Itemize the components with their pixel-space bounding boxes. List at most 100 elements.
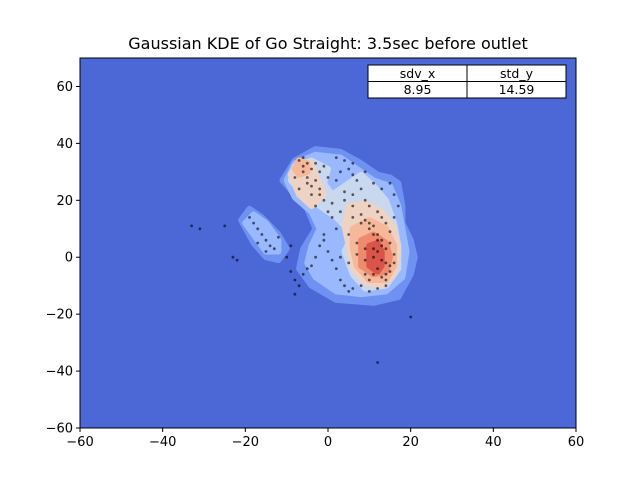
scatter-point-2 xyxy=(305,161,309,165)
table-header-std-y: std_y xyxy=(500,66,534,81)
scatter-point-102 xyxy=(293,292,297,296)
scatter-point-64 xyxy=(339,278,342,282)
scatter-point-123 xyxy=(310,184,313,188)
scatter-point-50 xyxy=(380,187,384,191)
y-tick-label-2: −20 xyxy=(46,308,73,323)
scatter-point-20 xyxy=(363,198,367,202)
scatter-point-104 xyxy=(376,361,379,364)
scatter-point-115 xyxy=(359,213,363,216)
scatter-point-4 xyxy=(301,170,305,174)
scatter-point-78 xyxy=(318,244,322,248)
density-level-7-region-10 xyxy=(366,240,385,275)
x-tick-label-2: −20 xyxy=(232,435,259,450)
scatter-point-93 xyxy=(277,235,280,239)
scatter-point-44 xyxy=(388,230,392,234)
scatter-point-0 xyxy=(297,159,301,162)
scatter-point-55 xyxy=(326,176,330,179)
scatter-point-110 xyxy=(380,238,384,242)
scatter-point-95 xyxy=(198,227,202,231)
scatter-point-32 xyxy=(380,258,384,262)
y-tick-label-0: −60 xyxy=(46,422,73,437)
scatter-point-113 xyxy=(376,233,379,236)
scatter-point-81 xyxy=(347,233,351,236)
scatter-point-84 xyxy=(248,216,251,219)
scatter-point-76 xyxy=(305,267,309,270)
scatter-point-105 xyxy=(339,255,342,259)
scatter-point-15 xyxy=(351,173,355,177)
y-tick-label-6: 60 xyxy=(56,80,73,95)
table-value-sdv-x: 8.95 xyxy=(404,82,432,97)
scatter-point-16 xyxy=(355,179,359,182)
scatter-point-45 xyxy=(384,221,388,225)
scatter-point-30 xyxy=(376,250,379,253)
scatter-point-90 xyxy=(272,247,276,251)
scatter-point-18 xyxy=(351,193,355,197)
scatter-point-118 xyxy=(334,179,338,182)
scatter-point-25 xyxy=(367,227,371,231)
scatter-point-13 xyxy=(343,159,346,162)
scatter-point-62 xyxy=(330,258,334,262)
scatter-point-49 xyxy=(388,181,392,185)
scatter-point-96 xyxy=(223,224,227,228)
scatter-point-11 xyxy=(330,216,334,219)
scatter-point-71 xyxy=(384,284,388,288)
x-tick-label-6: 60 xyxy=(568,435,585,450)
scatter-point-94 xyxy=(190,224,194,228)
table-header-sdv-x: sdv_x xyxy=(400,66,436,81)
scatter-point-19 xyxy=(343,198,346,202)
scatter-point-67 xyxy=(351,287,355,290)
scatter-point-26 xyxy=(372,233,375,236)
scatter-point-5 xyxy=(314,179,317,182)
scatter-point-101 xyxy=(289,270,293,273)
scatter-point-52 xyxy=(363,170,367,174)
scatter-point-51 xyxy=(372,181,375,185)
scatter-point-128 xyxy=(363,218,367,222)
scatter-point-31 xyxy=(372,255,375,259)
scatter-point-10 xyxy=(326,210,330,214)
scatter-point-1 xyxy=(301,156,305,160)
scatter-point-98 xyxy=(235,258,239,262)
scatter-point-3 xyxy=(310,167,313,171)
scatter-point-58 xyxy=(297,187,301,191)
chart-title: Gaussian KDE of Go Straight: 3.5sec befo… xyxy=(128,34,527,53)
scatter-point-74 xyxy=(293,278,297,282)
scatter-point-68 xyxy=(359,284,363,288)
scatter-point-35 xyxy=(372,272,375,276)
x-tick-label-1: −40 xyxy=(149,435,176,450)
scatter-point-111 xyxy=(388,264,392,268)
y-tick-label-3: 0 xyxy=(65,251,73,266)
scatter-point-48 xyxy=(392,193,396,197)
scatter-point-28 xyxy=(380,244,384,248)
scatter-point-73 xyxy=(301,272,305,276)
scatter-point-53 xyxy=(351,161,355,165)
scatter-point-77 xyxy=(314,255,317,259)
scatter-point-107 xyxy=(355,253,359,256)
stats-table: sdv_x std_y 8.95 14.59 xyxy=(367,64,567,99)
scatter-point-86 xyxy=(256,227,260,231)
table-value-std-y: 14.59 xyxy=(499,82,535,97)
scatter-point-112 xyxy=(384,272,388,276)
scatter-point-69 xyxy=(367,290,371,293)
scatter-point-12 xyxy=(334,156,338,160)
scatter-point-75 xyxy=(297,284,301,288)
scatter-point-91 xyxy=(264,250,268,253)
scatter-point-43 xyxy=(388,241,392,245)
scatter-point-99 xyxy=(289,244,293,248)
scatter-point-22 xyxy=(376,210,379,214)
x-tick-label-0: −60 xyxy=(66,435,93,450)
scatter-point-40 xyxy=(388,270,392,273)
scatter-point-54 xyxy=(339,170,342,174)
scatter-point-106 xyxy=(347,261,351,265)
scatter-point-8 xyxy=(322,198,326,202)
scatter-point-119 xyxy=(322,164,326,168)
scatter-point-34 xyxy=(376,267,379,270)
scatter-point-82 xyxy=(355,241,359,245)
x-axis: −60 −40 −20 0 20 40 60 xyxy=(66,428,584,450)
scatter-point-126 xyxy=(339,210,342,214)
scatter-point-120 xyxy=(314,161,317,165)
scatter-point-24 xyxy=(359,221,363,225)
scatter-point-47 xyxy=(396,204,400,208)
scatter-point-124 xyxy=(318,193,322,197)
y-tick-label-5: 40 xyxy=(56,137,73,152)
